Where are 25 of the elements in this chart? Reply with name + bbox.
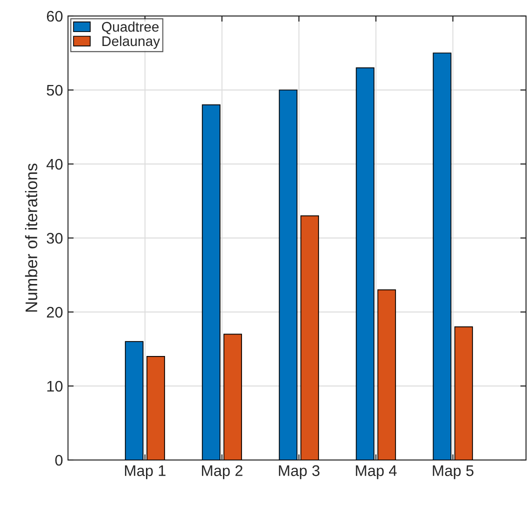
x-tick-label: Map 3 bbox=[278, 465, 320, 480]
bar bbox=[454, 326, 473, 460]
y-tick-label: 40 bbox=[46, 158, 63, 170]
bar bbox=[223, 334, 242, 460]
bar bbox=[356, 67, 374, 460]
bar bbox=[202, 104, 220, 460]
y-tick-label: 60 bbox=[46, 10, 63, 22]
bar bbox=[146, 356, 166, 460]
y-tick-label: 50 bbox=[46, 84, 63, 96]
y-tick-label: 30 bbox=[46, 232, 63, 244]
bar bbox=[278, 90, 298, 460]
y-tick-label: 0 bbox=[55, 454, 63, 466]
legend-label: Delaunay bbox=[102, 36, 160, 49]
x-tick-label: Map 5 bbox=[432, 465, 474, 480]
y-tick-label: 10 bbox=[47, 380, 63, 392]
y-tick-label: 20 bbox=[46, 306, 63, 318]
bar bbox=[377, 289, 396, 460]
bar bbox=[432, 52, 452, 460]
x-tick-label: Map 2 bbox=[202, 465, 242, 480]
legend-label: Quadtree bbox=[102, 22, 159, 34]
bar bbox=[300, 215, 319, 460]
x-tick-label: Map 1 bbox=[125, 465, 166, 480]
x-tick-label: Map 4 bbox=[356, 465, 397, 480]
bar bbox=[124, 341, 144, 460]
y-axis-title: Number of iterations bbox=[25, 164, 38, 312]
